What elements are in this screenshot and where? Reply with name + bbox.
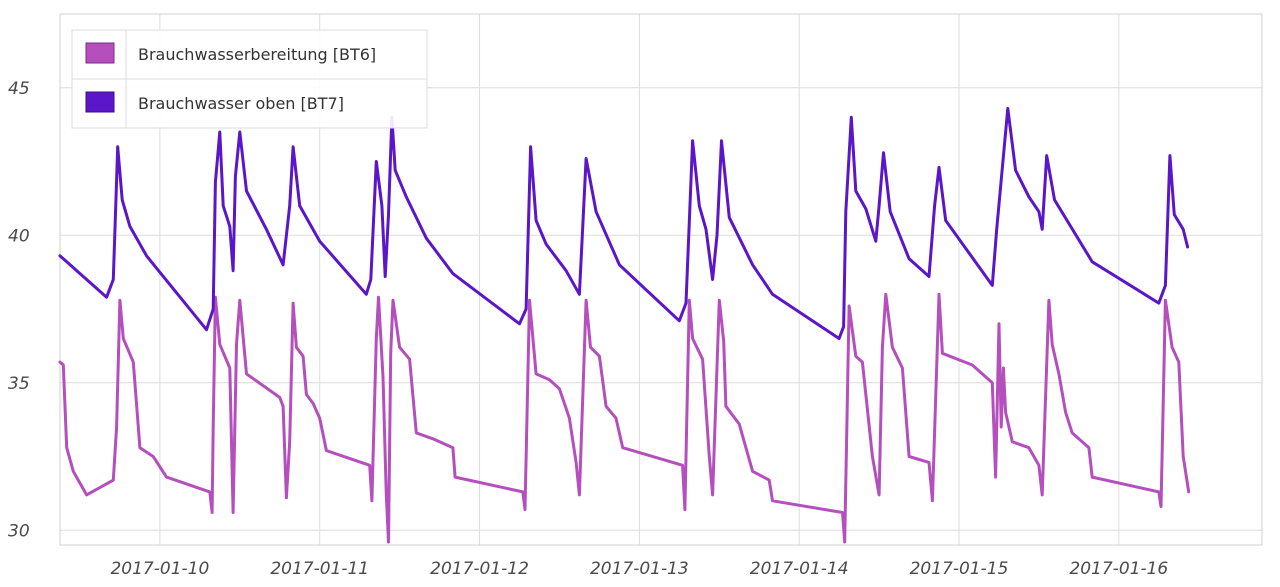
x-tick-label: 2017-01-16 (1069, 559, 1168, 579)
legend-swatch-bt7 (85, 91, 115, 113)
x-tick-label: 2017-01-15 (910, 559, 1009, 579)
x-tick-label: 2017-01-10 (110, 559, 209, 579)
x-tick-label: 2017-01-13 (590, 559, 689, 579)
series-layer (58, 106, 1191, 544)
y-tick-label: 30 (8, 521, 30, 541)
series-line-bt7 (58, 106, 1190, 340)
y-tick-label: 35 (8, 374, 30, 394)
x-tick-label: 2017-01-11 (270, 559, 369, 579)
plot-area (59, 13, 1263, 546)
legend: Brauchwasserbereitung [BT6] Brauchwasser… (71, 29, 428, 129)
series-line-bt6 (58, 292, 1191, 544)
x-tick-label: 2017-01-14 (750, 559, 849, 579)
legend-item-bt7[interactable]: Brauchwasser oben [BT7] (85, 91, 344, 113)
x-tick-label: 2017-01-12 (430, 559, 529, 579)
y-tick-label: 40 (8, 226, 30, 246)
y-tick-label: 45 (8, 79, 30, 99)
legend-item-bt6[interactable]: Brauchwasserbereitung [BT6] (85, 42, 376, 64)
x-axis: 2017-01-10 2017-01-11 2017-01-12 2017-01-13… (110, 559, 1168, 579)
legend-swatch-bt6 (85, 42, 115, 64)
legend-label-bt7: Brauchwasser oben [BT7] (138, 94, 344, 113)
y-axis: 30 35 40 45 (8, 79, 30, 542)
legend-label-bt6: Brauchwasserbereitung [BT6] (138, 45, 376, 64)
